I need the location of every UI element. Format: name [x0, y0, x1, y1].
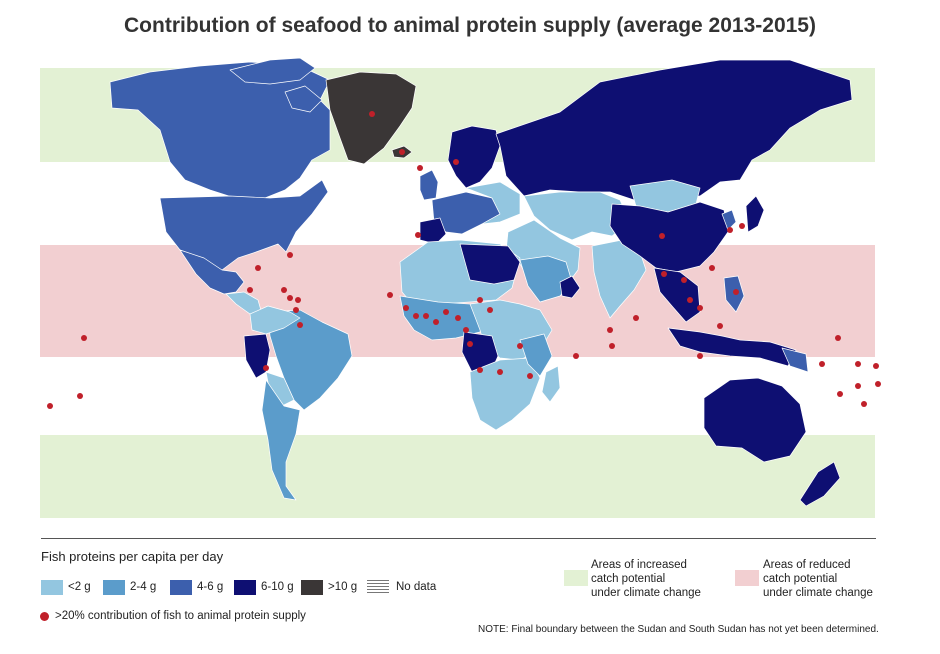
- country-new-zealand: [799, 461, 841, 507]
- country-russia: [495, 59, 853, 203]
- zone-reduce-line-1: Areas of reduced: [763, 559, 851, 571]
- country-argentina-chile: [261, 379, 301, 501]
- country-east-africa: [519, 333, 553, 377]
- legend-label-nodata: No data: [396, 581, 437, 593]
- legend-zone-reduce-label: Areas of reduced catch potential under c…: [763, 558, 873, 600]
- zone-increase-line-3: under climate change: [591, 587, 701, 599]
- country-greenland: [325, 71, 417, 165]
- legend-swatch-gt10: [301, 580, 323, 595]
- dots-high-contribution: [47, 111, 881, 409]
- country-libya-egypt: [459, 243, 521, 285]
- zone-increase-south: [40, 435, 875, 518]
- footnote: NOTE: Final boundary between the Sudan a…: [478, 624, 879, 635]
- country-southern-africa: [469, 357, 541, 431]
- legend-label-4to6: 4-6 g: [197, 581, 224, 593]
- country-china: [609, 201, 729, 273]
- zone-reduce-line-2: catch potential: [763, 573, 838, 585]
- country-se-asia: [653, 267, 701, 323]
- country-png: [781, 347, 809, 373]
- legend-swatch-4to6: [170, 580, 192, 595]
- country-korea: [721, 209, 737, 231]
- country-madagascar: [541, 365, 561, 403]
- zone-increase-line-2: catch potential: [591, 573, 666, 585]
- country-japan: [745, 195, 765, 233]
- legend-dot-label: >20% contribution of fish to animal prot…: [55, 610, 306, 622]
- legend-zone-increase-label: Areas of increased catch potential under…: [591, 558, 701, 600]
- country-australia: [703, 377, 807, 463]
- zone-reduce-line-3: under climate change: [763, 587, 873, 599]
- country-mexico: [179, 249, 245, 295]
- legend-dot-icon: [40, 612, 49, 621]
- country-oman: [559, 275, 581, 299]
- legend-title: Fish proteins per capita per day: [41, 549, 224, 564]
- legend-swatch-lt2: [41, 580, 63, 595]
- legend-label-2to4: 2-4 g: [130, 581, 157, 593]
- legend-swatch-2to4: [103, 580, 125, 595]
- legend-label-6to10: 6-10 g: [261, 581, 294, 593]
- legend-label-lt2: <2 g: [68, 581, 91, 593]
- country-canada-islands: [229, 57, 316, 85]
- legend-divider: [41, 538, 876, 539]
- country-canada-baffin: [284, 85, 323, 113]
- country-uk: [419, 169, 439, 201]
- zone-increase-line-1: Areas of increased: [591, 559, 687, 571]
- legend-swatch-6to10: [234, 580, 256, 595]
- country-peru: [243, 333, 271, 379]
- legend-swatch-nodata: [367, 580, 389, 595]
- legend-zone-reduce-swatch: [735, 570, 759, 586]
- country-scandinavia: [447, 125, 501, 189]
- legend-label-gt10: >10 g: [328, 581, 358, 593]
- legend-zone-increase-swatch: [564, 570, 588, 586]
- country-central-asia: [523, 191, 631, 241]
- country-eastern-europe: [465, 181, 521, 225]
- map-title: Contribution of seafood to animal protei…: [124, 14, 816, 37]
- country-colombia-venezuela: [249, 305, 301, 335]
- country-brazil: [267, 309, 353, 411]
